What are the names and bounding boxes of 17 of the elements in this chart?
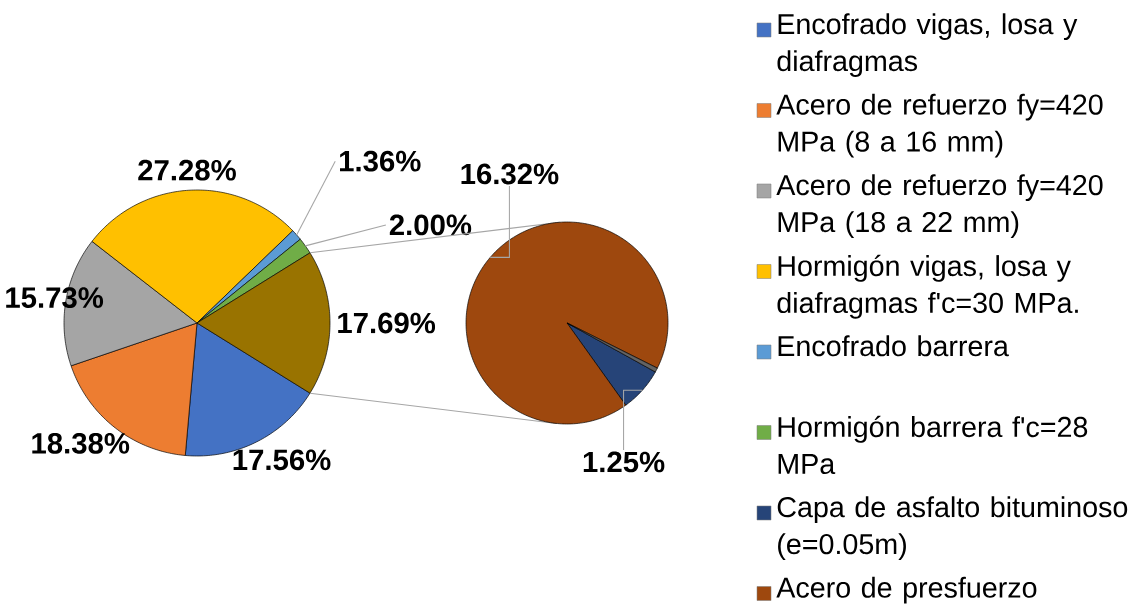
data-label: 1.36% (340, 150, 421, 172)
legend-label: Acero de refuerzo fy=420 MPa (8 a 16 mm) (776, 93, 1103, 158)
data-label: 1.25% (583, 451, 665, 473)
data-label: 18.38% (32, 432, 130, 454)
legend-label: Acero de presfuerzo (776, 576, 1037, 604)
legend-label: Hormigón barrera f'c=28 MPa (778, 415, 1088, 475)
data-label: 27.28% (138, 159, 236, 181)
legend-label: Acero de refuerzo fy=420 MPa (18 a 22 mm) (776, 174, 1103, 238)
data-label: 2.00% (389, 214, 472, 236)
data-label: 17.56% (233, 449, 331, 471)
data-label: 15.73% (6, 287, 104, 309)
data-label: 16.32% (461, 163, 559, 185)
legend-label: Hormigón vigas, losa y diafragmas f'c=30 MPa. (777, 254, 1078, 319)
legend-label: Encofrado vigas, losa y diafragmas (777, 13, 1078, 77)
data-label: 17.69% (338, 312, 436, 334)
legend-label: Encofrado barrera (778, 335, 1009, 357)
legend-label: Capa de asfalto bituminoso (e=0.05m) (777, 496, 1128, 560)
